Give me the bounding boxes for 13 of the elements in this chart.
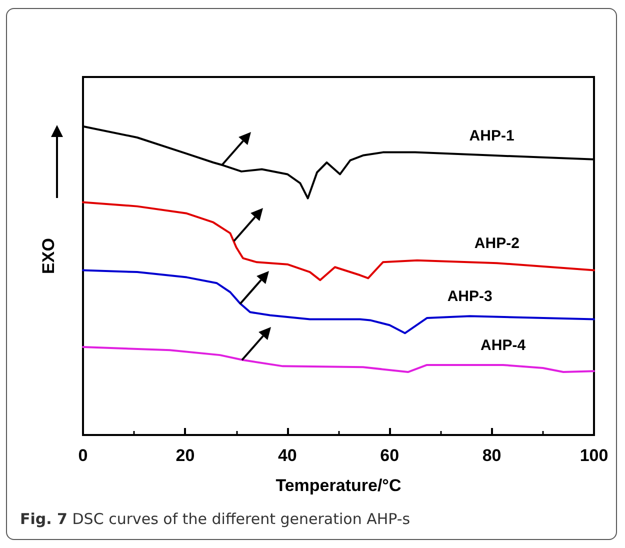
- series-label: AHP-3: [447, 288, 492, 306]
- x-tick-label: 80: [482, 446, 502, 465]
- caption: Fig. 7 DSC curves of the different generation AHP-s: [20, 510, 410, 528]
- series-label: AHP-4: [480, 336, 526, 354]
- x-tick-label: 40: [278, 446, 297, 465]
- x-tick-label: 0: [78, 446, 88, 465]
- x-tick-label: 60: [380, 446, 400, 465]
- x-tick-label: 20: [176, 446, 195, 465]
- y-axis-title: EXO: [39, 238, 58, 274]
- x-axis-title: Temperature/°C: [276, 476, 402, 495]
- x-tick-label: 100: [580, 446, 608, 465]
- series-label: AHP-2: [474, 235, 520, 252]
- series-label: AHP-1: [469, 127, 514, 144]
